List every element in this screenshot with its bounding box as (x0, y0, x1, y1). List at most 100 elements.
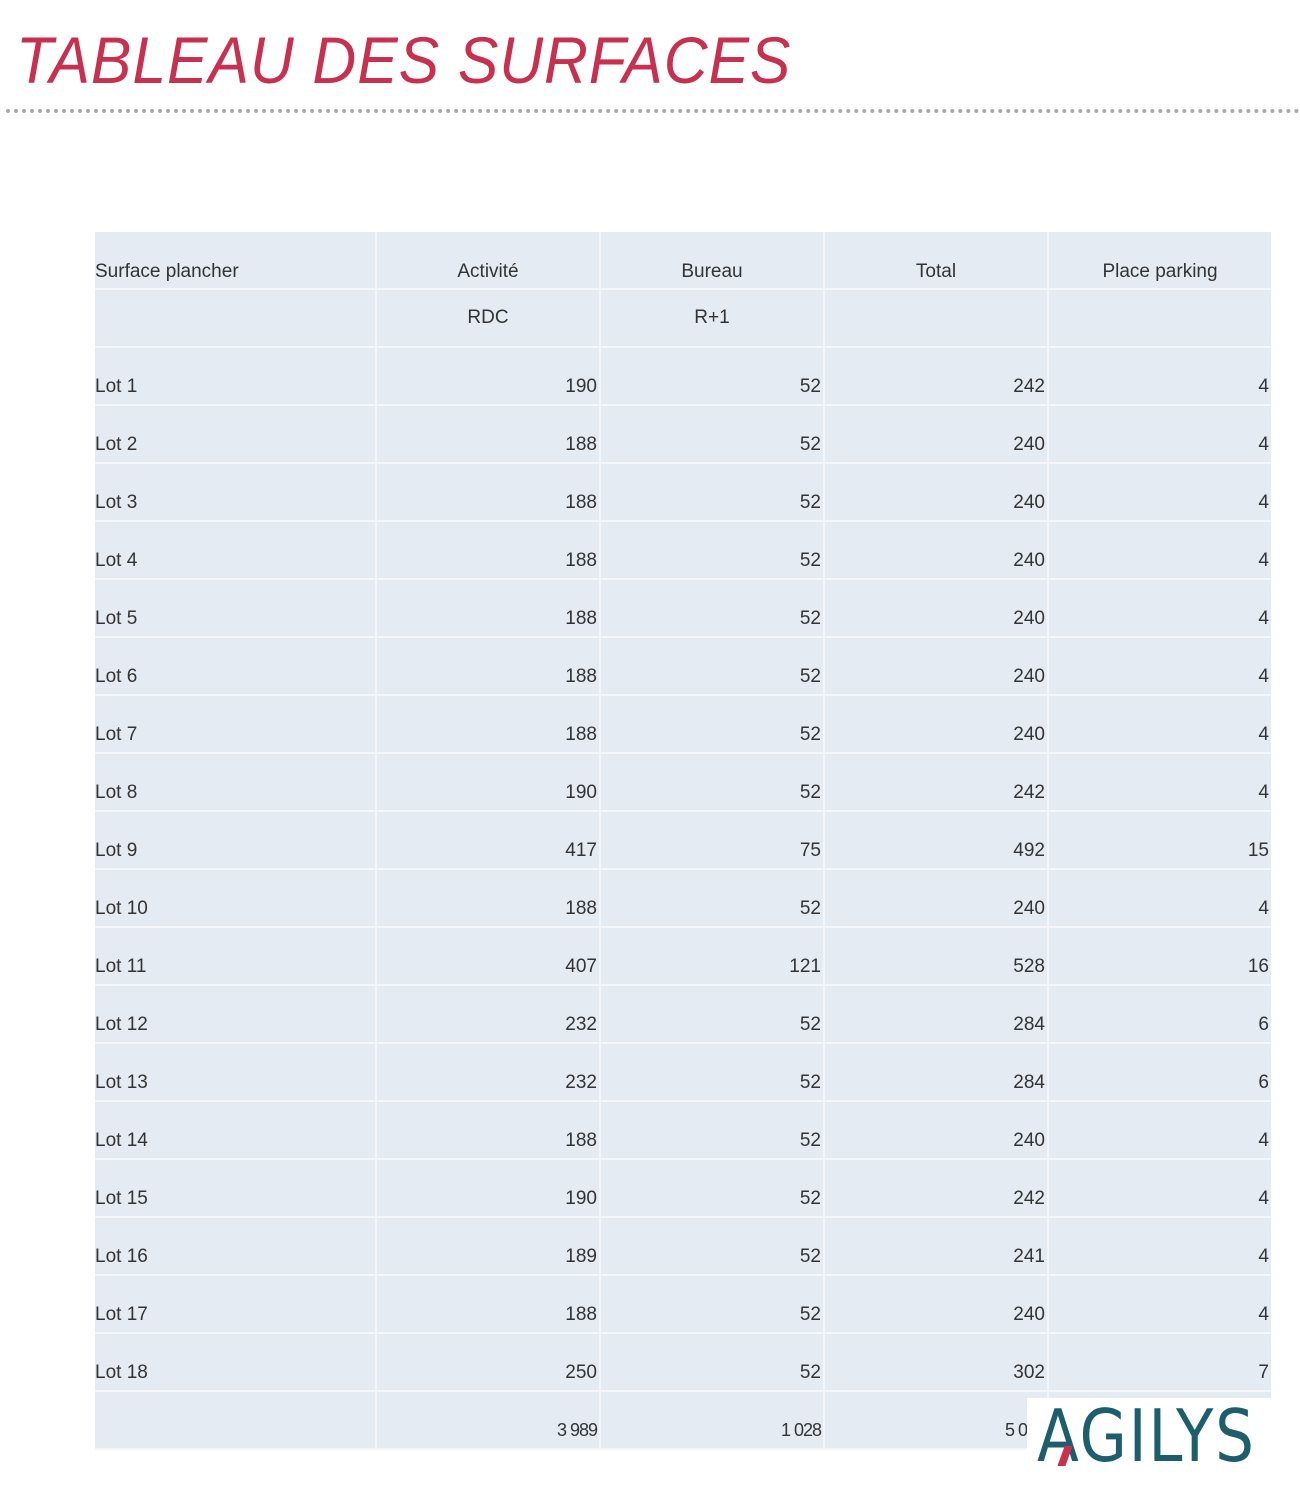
table-row: Lot 17 188 52 240 4 (95, 1275, 1271, 1334)
table-cell: 4 (1048, 347, 1271, 406)
table-cell: 188 (376, 579, 601, 638)
table-cell: 242 (824, 347, 1049, 406)
table-cell: 240 (824, 695, 1049, 754)
table-cell: 52 (600, 1043, 825, 1102)
table-cell: 52 (600, 521, 825, 580)
table-cell: Lot 17 (95, 1275, 377, 1334)
table-cell: 240 (824, 405, 1049, 464)
table-row: Lot 8 190 52 242 4 (95, 753, 1271, 812)
table-row: Lot 18 250 52 302 7 (95, 1333, 1271, 1392)
table-cell: Place parking (1048, 232, 1271, 290)
table-cell (95, 1391, 377, 1450)
table-cell: Lot 7 (95, 695, 377, 754)
table-cell: 4 (1048, 521, 1271, 580)
table-cell: 4 (1048, 1159, 1271, 1218)
table-cell: 6 (1048, 1043, 1271, 1102)
table-cell: 4 (1048, 1275, 1271, 1334)
table-cell: 284 (824, 1043, 1049, 1102)
table-cell: 240 (824, 1275, 1049, 1334)
table-cell: 52 (600, 1217, 825, 1276)
table-cell: 242 (824, 1159, 1049, 1218)
table-row: Lot 7 188 52 240 4 (95, 695, 1271, 754)
table-cell: Surface plancher (95, 232, 377, 290)
table-cell: 528 (824, 927, 1049, 986)
table-cell: 232 (376, 985, 601, 1044)
table-cell: 4 (1048, 637, 1271, 696)
table-cell: 6 (1048, 985, 1271, 1044)
table-row: Lot 1 190 52 242 4 (95, 347, 1271, 406)
table-cell: 240 (824, 1101, 1049, 1160)
table-cell: 190 (376, 347, 601, 406)
logo-text: AGILYS (1037, 1394, 1256, 1478)
table-cell: 52 (600, 1101, 825, 1160)
table-cell: R+1 (600, 289, 825, 348)
table-cell: 52 (600, 695, 825, 754)
table-cell: 240 (824, 579, 1049, 638)
table-cell: 188 (376, 695, 601, 754)
table-cell: 4 (1048, 753, 1271, 812)
table-cell: Lot 13 (95, 1043, 377, 1102)
table-cell (1048, 289, 1271, 348)
table-row: Lot 10 188 52 240 4 (95, 869, 1271, 928)
table-cell: 240 (824, 463, 1049, 522)
table-row: Lot 13 232 52 284 6 (95, 1043, 1271, 1102)
table-cell: Lot 9 (95, 811, 377, 870)
surfaces-table: Surface plancher Activité Bureau Total Place… (95, 232, 1271, 1450)
table-row: Lot 4 188 52 240 4 (95, 521, 1271, 580)
table-row: Lot 14 188 52 240 4 (95, 1101, 1271, 1160)
table-cell: 241 (824, 1217, 1049, 1276)
table-cell: 190 (376, 753, 601, 812)
table-cell: 240 (824, 521, 1049, 580)
table-row: Lot 16 189 52 241 4 (95, 1217, 1271, 1276)
agilys-logo: AGILYS (1027, 1394, 1300, 1478)
table-cell: 250 (376, 1333, 601, 1392)
head-row: Surface plancher Activité Bureau Total Place… (95, 232, 1271, 290)
table-cell: 75 (600, 811, 825, 870)
table-cell: 52 (600, 1159, 825, 1218)
table-cell: 188 (376, 1275, 601, 1334)
table-cell: 4 (1048, 405, 1271, 464)
table-cell: 4 (1048, 869, 1271, 928)
table-cell: Lot 15 (95, 1159, 377, 1218)
table-cell: 52 (600, 1333, 825, 1392)
table-cell: 417 (376, 811, 601, 870)
table-row: Lot 12 232 52 284 6 (95, 985, 1271, 1044)
table-cell: 52 (600, 579, 825, 638)
table-cell: 3 989 (376, 1391, 601, 1450)
table-row: Lot 9 417 75 492 15 (95, 811, 1271, 870)
table-cell: 15 (1048, 811, 1271, 870)
table-cell: 189 (376, 1217, 601, 1276)
table-cell: Lot 4 (95, 521, 377, 580)
table-cell: 52 (600, 869, 825, 928)
table-cell (824, 289, 1049, 348)
table-cell: Lot 18 (95, 1333, 377, 1392)
table-cell: 188 (376, 521, 601, 580)
table-cell: 4 (1048, 463, 1271, 522)
table-cell: 284 (824, 985, 1049, 1044)
table-cell: 188 (376, 869, 601, 928)
table-cell: Lot 6 (95, 637, 377, 696)
table-cell: Activité (376, 232, 601, 290)
table-cell: Lot 11 (95, 927, 377, 986)
table-cell: 492 (824, 811, 1049, 870)
table-cell: 52 (600, 1275, 825, 1334)
table-cell: 232 (376, 1043, 601, 1102)
table-cell: 16 (1048, 927, 1271, 986)
table-cell: Bureau (600, 232, 825, 290)
table-cell: 4 (1048, 1217, 1271, 1276)
table-cell: 188 (376, 1101, 601, 1160)
table-cell: 52 (600, 405, 825, 464)
table-cell: Lot 3 (95, 463, 377, 522)
table-cell: 188 (376, 405, 601, 464)
table-cell: 4 (1048, 579, 1271, 638)
table-row: Lot 11 407 121 528 16 (95, 927, 1271, 986)
table-cell: 52 (600, 985, 825, 1044)
table-cell: 188 (376, 637, 601, 696)
table-cell: 240 (824, 869, 1049, 928)
table-row: Lot 2 188 52 240 4 (95, 405, 1271, 464)
table-cell: 4 (1048, 1101, 1271, 1160)
table-row: Lot 3 188 52 240 4 (95, 463, 1271, 522)
dotted-divider (6, 109, 1300, 113)
table-cell: 52 (600, 753, 825, 812)
table-cell: 302 (824, 1333, 1049, 1392)
